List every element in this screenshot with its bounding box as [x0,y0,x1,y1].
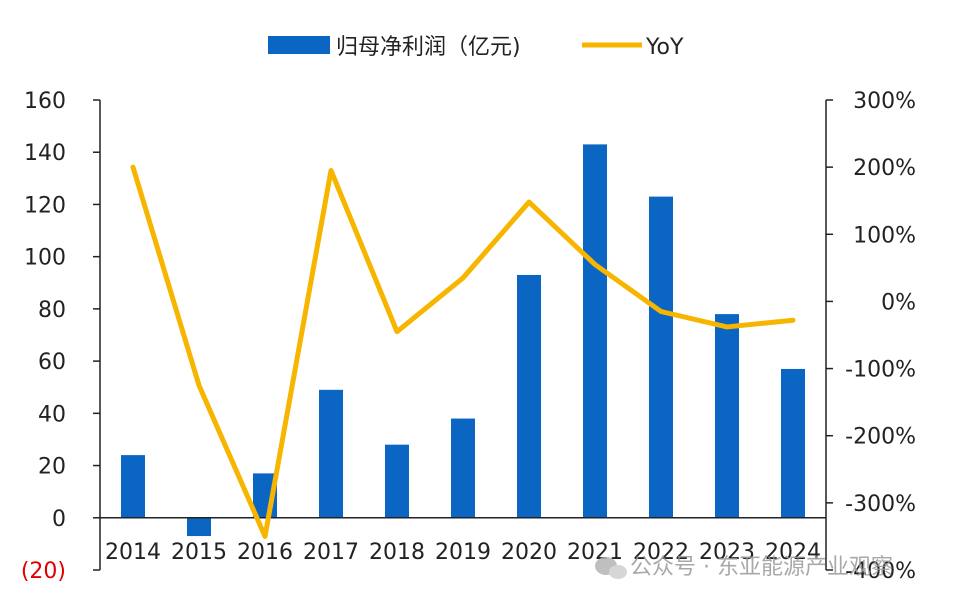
left-tick-label: 160 [24,89,66,114]
left-tick-label: 20 [38,455,66,480]
x-tick-label: 2017 [303,540,359,565]
yoy-point-2018 [396,331,398,333]
bar-2024 [781,368,805,518]
x-tick-label: 2024 [765,540,821,565]
watermark: 公众号 · 东亚能源产业观察 [595,555,893,580]
right-tick-label: -400% [845,559,916,584]
left-tick-label: 40 [38,402,66,427]
plot-area: (20) 0 20 40 60 80 100 120 140 160 -400% -300% -200%… [21,89,916,584]
x-tick-label: 2014 [105,540,161,565]
wechat-icon [595,557,627,579]
yoy-point-2020 [528,201,530,203]
left-tick-label: 80 [38,298,66,323]
bar-2022 [649,196,673,518]
right-tick-label: 0% [881,290,916,315]
bar-2023 [715,314,739,518]
x-tick-label: 2016 [237,540,293,565]
x-tick-label: 2015 [171,540,227,565]
yoy-point-2021 [594,264,596,265]
x-tick-label: 2023 [699,540,755,565]
legend-line-label: YoY [645,35,684,60]
bar-2021 [583,144,607,518]
bar-2015 [187,517,211,537]
x-tick-label: 2019 [435,540,491,565]
legend: 归母净利润（亿元) YoY [268,35,684,60]
yoy-point-2016 [264,535,266,537]
legend-bar-label: 归母净利润（亿元) [336,35,521,60]
yoy-point-2024 [792,319,794,321]
yoy-point-2017 [330,170,332,171]
left-tick-label: 120 [24,193,66,218]
right-tick-label: -100% [845,358,916,383]
bar-2014 [121,455,145,518]
yoy-point-2014 [132,166,134,168]
yoy-point-2023 [726,326,728,328]
yoy-point-2019 [462,277,464,279]
right-tick-label: 100% [853,223,916,248]
right-tick-label: 200% [853,156,916,181]
right-tick-label: -300% [845,492,916,517]
left-tick-label: (20) [21,559,66,584]
legend-bar-swatch [268,36,330,54]
bar-2019 [451,418,475,518]
right-tick-label: 300% [853,89,916,114]
x-tick-label: 2022 [633,540,689,565]
yoy-point-2022 [660,311,662,312]
bar-2018 [385,444,409,518]
left-tick-label: 100 [24,246,66,271]
bar-2020 [517,274,541,518]
left-tick-label: 140 [24,141,66,166]
right-tick-label: -200% [845,425,916,450]
x-tick-label: 2018 [369,540,425,565]
bar-2017 [319,389,343,518]
watermark-text: 公众号 · 东亚能源产业观察 [630,555,893,580]
x-tick-label: 2020 [501,540,557,565]
yoy-point-2015 [198,384,200,386]
left-tick-label: 60 [38,350,66,375]
left-tick-label: 0 [52,507,66,532]
